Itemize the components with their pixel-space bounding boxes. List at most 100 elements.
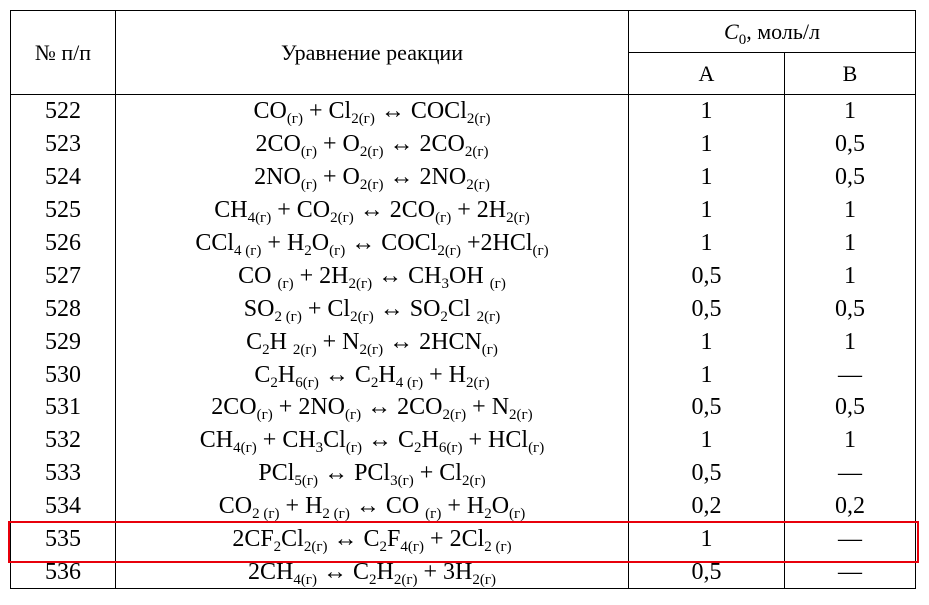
subscript: 2(г) <box>393 571 418 588</box>
formula-text: ↔ 2CO <box>383 131 465 158</box>
row-number: 528 <box>10 292 116 326</box>
equation: CO (г) + 2H2(г) ↔ CH3OH (г) <box>115 259 629 293</box>
value-b: 0,5 <box>783 292 917 326</box>
value-a: 1 <box>628 127 785 161</box>
value-a: 1 <box>628 226 785 260</box>
subscript: 2 (г) <box>274 308 302 325</box>
formula-text: CH <box>214 197 248 224</box>
formula-text: + N <box>316 328 360 355</box>
equation: CCl4 (г) + H2O(г) ↔ COCl2(г) +2HCl(г) <box>115 226 629 260</box>
row-number: 525 <box>10 193 116 227</box>
formula-text: + 2H <box>293 262 349 289</box>
formula-text: + Cl <box>302 98 352 125</box>
subscript: 3 <box>315 440 324 457</box>
value-a: 1 <box>628 193 785 227</box>
formula-text: 2CO <box>255 131 301 158</box>
formula-text: + CO <box>271 197 331 224</box>
formula-text: + CH <box>256 427 316 454</box>
subscript: 2 <box>370 374 379 391</box>
subscript: (г) <box>435 210 452 227</box>
formula-text: ↔ CO <box>349 493 426 520</box>
subscript: 2 <box>440 308 448 325</box>
formula-text: O <box>311 230 330 256</box>
subscript: 3 <box>441 275 450 292</box>
value-a: 0,5 <box>628 456 785 490</box>
row-number: 533 <box>10 456 116 490</box>
subscript: 2 <box>270 374 278 391</box>
subscript: 2(г) <box>466 374 490 391</box>
value-a: 0,5 <box>628 391 785 424</box>
subscript: 2(г) <box>466 177 490 194</box>
formula-text: + 2NO <box>272 394 345 421</box>
subscript: (г) <box>256 407 273 424</box>
equation: 2CO(г) + 2NO(г) ↔ 2CO2(г) + N2(г) <box>115 391 629 424</box>
formula-text: ↔ COCl <box>374 98 467 125</box>
subscript: 2 <box>368 571 377 588</box>
formula-text: + HCl <box>462 427 529 454</box>
subscript: 4 (г) <box>234 243 262 259</box>
subscript: (г) <box>509 506 526 523</box>
subscript: 2(г) <box>292 341 317 358</box>
formula-text: C <box>254 361 271 388</box>
subscript: 2(г) <box>330 210 354 227</box>
value-b: 1 <box>783 325 917 359</box>
row-number: 532 <box>10 423 116 457</box>
formula-text: H <box>378 361 396 388</box>
subscript: 2 <box>484 506 492 523</box>
formula-text: CO <box>253 98 287 125</box>
value-b: 0,5 <box>783 391 917 424</box>
formula-text: F <box>387 526 401 553</box>
subscript: (г) <box>489 275 506 292</box>
table-row: 528 SO2 (г) + Cl2(г) ↔ SO2Cl 2(г) 0,5 0,5 <box>10 292 917 326</box>
subscript: 2 <box>262 341 270 358</box>
formula-text: H <box>421 427 439 454</box>
subscript: 2 <box>414 440 422 457</box>
equation: CH4(г) + CO2(г) ↔ 2CO(г) + 2H2(г) <box>115 193 629 227</box>
formula-text: + H <box>279 493 323 520</box>
table-row: 533 PCl5(г) ↔ PCl3(г) + Cl2(г) 0,5— <box>10 456 917 490</box>
value-a: 1 <box>628 358 785 392</box>
value-a: 0,5 <box>628 292 785 326</box>
subscript: 2(г) <box>461 473 486 490</box>
subscript: (г) <box>425 506 442 523</box>
equation: C2H 2(г) + N2(г) ↔ 2HCN(г) <box>115 325 629 359</box>
value-a: 1 <box>628 522 785 556</box>
subscript: 2(г) <box>506 210 530 227</box>
value-b: 0,2 <box>783 489 917 523</box>
subscript: (г) <box>345 440 362 457</box>
formula-text: + 2H <box>451 197 507 224</box>
equation: PCl5(г) ↔ PCl3(г) + Cl2(г) <box>115 456 629 490</box>
formula-text: OH <box>449 262 490 289</box>
formula-text: 2CF <box>232 526 274 553</box>
table-row: 523 2CO(г) + O2(г) ↔ 2CO2(г) 1 0,5 <box>10 127 917 161</box>
subscript: (г) <box>528 440 545 457</box>
value-a: 1 <box>628 423 785 457</box>
subscript: 2 (г) <box>252 506 280 523</box>
equation: CO(г) + Cl2(г) ↔ COCl2(г) <box>115 94 629 128</box>
header-concentration: C0, моль/л <box>627 10 917 53</box>
table-row: 534 CO2 (г) + H2 (г) ↔ CO (г) + H2O(г) 0,2… <box>10 489 917 523</box>
subscript: 6(г) <box>295 374 319 391</box>
table-row: 532 CH4(г) + CH3Cl(г) ↔ C2H6(г) + HCl(г) 1… <box>10 423 917 457</box>
row-number: 535 <box>10 522 116 556</box>
subscript: (г) <box>286 111 303 128</box>
equation: C2H6(г) ↔ C2H4 (г) + H2(г) <box>115 358 629 392</box>
formula-text: + Cl <box>413 460 462 487</box>
header-a: A <box>628 52 785 95</box>
formula-text: ↔ 2CO <box>353 197 436 224</box>
row-number: 524 <box>10 160 116 194</box>
value-b: — <box>783 456 917 490</box>
formula-text: Cl <box>281 526 304 553</box>
subscript: 5(г) <box>294 473 319 490</box>
subscript: 2(г) <box>359 144 384 161</box>
formula-text: + O <box>316 131 360 158</box>
subscript: 2(г) <box>351 111 375 128</box>
header-number: № п/п <box>10 10 116 95</box>
subscript: (г) <box>345 407 362 424</box>
subscript: 2 (г) <box>484 539 512 556</box>
equation: SO2 (г) + Cl2(г) ↔ SO2Cl 2(г) <box>115 292 629 326</box>
subscript: 2(г) <box>303 539 328 556</box>
subscript: (г) <box>300 177 317 194</box>
formula-text: + 3H <box>417 558 473 585</box>
formula-text: Cl <box>323 427 346 454</box>
